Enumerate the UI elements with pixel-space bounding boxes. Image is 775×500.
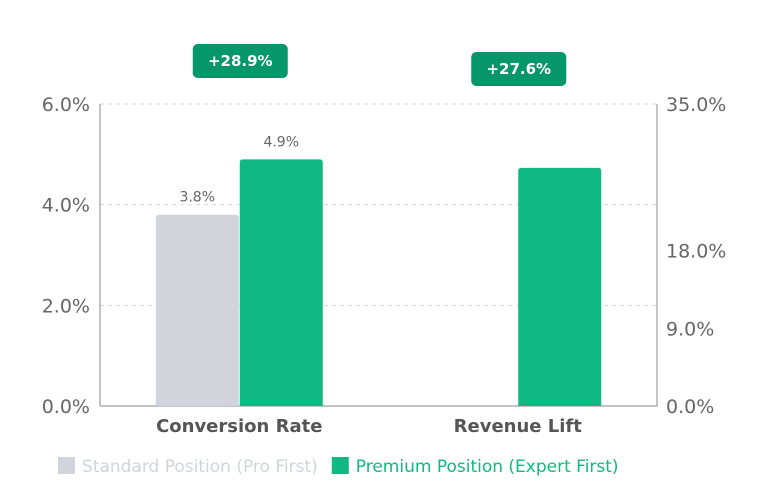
bars (155, 159, 602, 406)
left-tick-label: 6.0% (42, 94, 90, 116)
legend-label: Premium Position (Expert First) (356, 457, 619, 477)
bar-1-0 (239, 159, 323, 406)
bar-0-0 (155, 214, 239, 406)
axes: 0.0% 2.0% 4.0% 6.0% 0.0% 9.0% 18.0% 35.0% Conver… (42, 94, 727, 437)
legend-swatch (331, 457, 349, 474)
right-tick-label: 0.0% (666, 396, 714, 418)
right-tick-label: 18.0% (666, 241, 726, 263)
right-tick-label: 35.0% (666, 94, 726, 116)
legend: Standard Position (Pro First) Premium Pos… (58, 457, 619, 477)
right-tick-label: 9.0% (666, 318, 714, 340)
annotations: +28.9% +27.6% (192, 44, 567, 86)
legend-label: Standard Position (Pro First) (82, 457, 318, 477)
bar-value-label: 3.8% (179, 190, 215, 206)
left-tick-label: 2.0% (42, 295, 90, 317)
bar-value-label: 4.9% (263, 134, 299, 150)
bar-1-1 (518, 167, 602, 406)
lift-badge-label: +28.9% (208, 52, 273, 70)
category-label: Revenue Lift (454, 416, 583, 437)
lift-badge (192, 44, 288, 78)
lift-badge-label: +27.6% (486, 60, 551, 78)
lift-badge (471, 52, 567, 86)
data-labels: 3.8% 4.9% (179, 134, 299, 205)
legend-swatch (58, 457, 75, 474)
left-tick-label: 0.0% (42, 396, 90, 418)
category-label: Conversion Rate (156, 416, 322, 437)
left-tick-label: 4.0% (42, 195, 90, 217)
